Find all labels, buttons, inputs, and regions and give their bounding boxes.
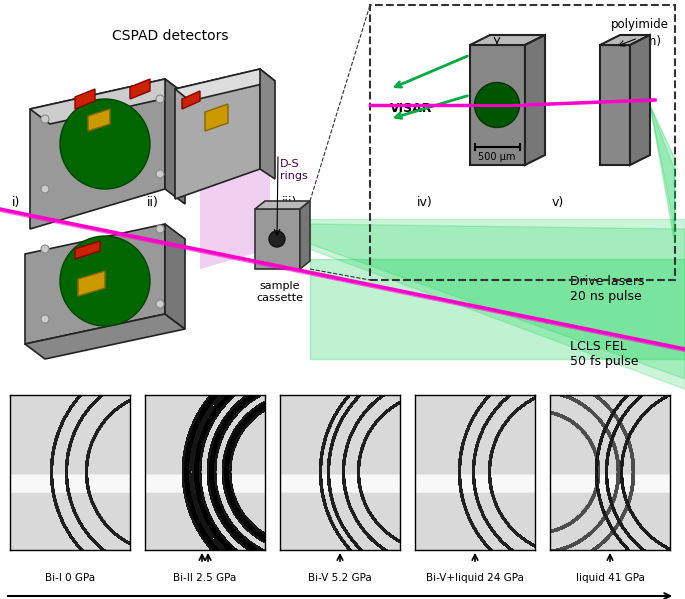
Text: v): v) xyxy=(552,196,564,209)
Polygon shape xyxy=(25,314,185,359)
Text: Bi-I 0 GPa: Bi-I 0 GPa xyxy=(45,573,95,583)
Polygon shape xyxy=(75,89,95,109)
Text: 500 μm: 500 μm xyxy=(478,152,516,162)
Text: iii): iii) xyxy=(282,196,297,209)
Polygon shape xyxy=(525,35,545,165)
Text: i): i) xyxy=(12,196,21,209)
Text: D-S
rings: D-S rings xyxy=(280,159,308,181)
Text: Bi-V 5.2 GPa: Bi-V 5.2 GPa xyxy=(308,573,372,583)
Text: iv): iv) xyxy=(417,196,433,209)
Polygon shape xyxy=(310,219,685,389)
Circle shape xyxy=(156,170,164,178)
Text: ii): ii) xyxy=(147,196,159,209)
Bar xyxy=(370,5,675,280)
Polygon shape xyxy=(470,45,525,165)
Polygon shape xyxy=(30,79,185,124)
Polygon shape xyxy=(75,241,100,259)
Circle shape xyxy=(156,300,164,308)
Polygon shape xyxy=(88,109,110,131)
Polygon shape xyxy=(300,201,310,269)
Text: VISAR: VISAR xyxy=(390,102,432,116)
Text: Bi
(8μm): Bi (8μm) xyxy=(479,35,515,65)
Circle shape xyxy=(41,115,49,123)
Circle shape xyxy=(41,245,49,253)
Polygon shape xyxy=(30,79,165,229)
Polygon shape xyxy=(205,104,228,131)
Ellipse shape xyxy=(475,83,519,128)
Text: CSPAD detectors: CSPAD detectors xyxy=(112,29,228,43)
Polygon shape xyxy=(310,224,685,379)
Polygon shape xyxy=(182,91,200,109)
Polygon shape xyxy=(175,69,275,101)
Polygon shape xyxy=(25,224,165,344)
Polygon shape xyxy=(470,35,545,45)
Polygon shape xyxy=(200,149,270,269)
Circle shape xyxy=(269,231,285,247)
Circle shape xyxy=(156,95,164,103)
Ellipse shape xyxy=(60,99,150,189)
Polygon shape xyxy=(600,35,650,45)
Polygon shape xyxy=(650,105,675,244)
Polygon shape xyxy=(260,69,275,179)
Text: Drive lasers
20 ns pulse: Drive lasers 20 ns pulse xyxy=(570,275,645,303)
Polygon shape xyxy=(165,79,185,204)
Circle shape xyxy=(41,185,49,193)
Polygon shape xyxy=(630,35,650,165)
Polygon shape xyxy=(255,209,300,269)
Polygon shape xyxy=(130,79,150,99)
Polygon shape xyxy=(78,271,105,296)
Circle shape xyxy=(156,225,164,233)
Text: liquid 41 GPa: liquid 41 GPa xyxy=(575,573,645,583)
Polygon shape xyxy=(165,224,185,329)
Text: Bi-II 2.5 GPa: Bi-II 2.5 GPa xyxy=(173,573,236,583)
Polygon shape xyxy=(175,69,260,199)
Circle shape xyxy=(41,315,49,323)
Text: LCLS FEL
50 fs pulse: LCLS FEL 50 fs pulse xyxy=(570,340,638,368)
Polygon shape xyxy=(255,201,310,209)
Polygon shape xyxy=(600,45,630,165)
Text: sample
cassette: sample cassette xyxy=(256,281,303,302)
Polygon shape xyxy=(650,105,675,231)
Text: Bi-V+liquid 24 GPa: Bi-V+liquid 24 GPa xyxy=(426,573,524,583)
Ellipse shape xyxy=(60,236,150,326)
Text: polyimide
(50μm): polyimide (50μm) xyxy=(611,18,669,48)
